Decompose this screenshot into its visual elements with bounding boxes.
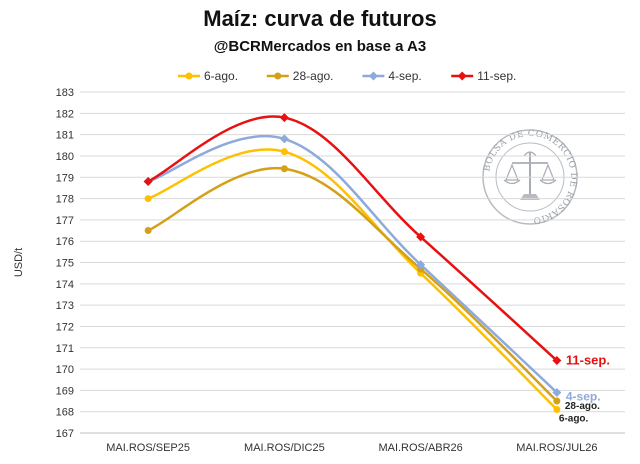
series-line (147, 166, 558, 402)
series-line (147, 148, 558, 411)
chart-subtitle: @BCRMercados en base a A3 (213, 38, 427, 55)
data-point (368, 71, 378, 81)
y-tick-label: 174 (56, 279, 74, 291)
x-tick-label: MAI.ROS/SEP25 (106, 442, 190, 454)
y-tick-label: 167 (56, 428, 74, 440)
data-point (274, 72, 282, 80)
y-tick-label: 175 (56, 258, 74, 270)
y-tick-label: 176 (56, 236, 74, 248)
data-point (552, 356, 562, 366)
data-point (144, 195, 152, 203)
y-tick-label: 177 (56, 215, 74, 227)
series-28ago: 28-ago. (144, 165, 600, 412)
series-line (147, 115, 558, 362)
y-tick-label: 180 (56, 151, 74, 163)
y-tick-label: 172 (56, 321, 74, 333)
series-4sep: 4-sep. (143, 134, 601, 404)
series-11sep: 11-sep. (143, 113, 610, 368)
x-tick-label: MAI.ROS/ABR26 (378, 442, 462, 454)
legend-label: 28-ago. (293, 69, 334, 83)
data-point (279, 134, 289, 144)
legend-entry: 28-ago. (266, 69, 334, 83)
series-line (147, 134, 558, 394)
y-tick-label: 183 (56, 87, 74, 99)
legend-label: 6-ago. (204, 69, 238, 83)
y-tick-label: 169 (56, 385, 74, 397)
series-end-label: 28-ago. (565, 401, 600, 412)
series-end-label: 11-sep. (566, 353, 610, 368)
legend-label: 4-sep. (388, 69, 421, 83)
chart-title: Maíz: curva de futuros (203, 6, 437, 31)
data-point (552, 388, 562, 398)
data-point (457, 71, 467, 81)
data-point (280, 148, 288, 156)
y-axis-label: USD/t (13, 248, 25, 277)
x-tick-label: MAI.ROS/DIC25 (244, 442, 325, 454)
legend-entry: 6-ago. (178, 69, 238, 83)
data-point (279, 113, 289, 123)
data-point (280, 165, 288, 173)
y-tick-label: 178 (56, 194, 74, 206)
data-point (416, 232, 426, 242)
y-tick-label: 170 (56, 364, 74, 376)
series-end-label: 4-sep. (566, 390, 601, 404)
data-point (185, 72, 193, 80)
y-tick-label: 168 (56, 407, 74, 419)
data-point (144, 227, 152, 235)
legend-entry: 4-sep. (362, 69, 422, 83)
x-tick-label: MAI.ROS/JUL26 (516, 442, 597, 454)
y-tick-label: 181 (56, 130, 74, 142)
legend-entry: 11-sep. (451, 69, 516, 83)
series-end-label: 6-ago. (559, 414, 589, 425)
y-tick-label: 179 (56, 172, 74, 184)
y-tick-label: 173 (56, 300, 74, 312)
data-point (416, 260, 426, 270)
data-point (143, 177, 153, 187)
y-tick-label: 182 (56, 108, 74, 120)
data-point (553, 406, 561, 414)
y-tick-label: 171 (56, 343, 74, 355)
data-point (553, 397, 561, 405)
legend-label: 11-sep. (477, 69, 516, 83)
